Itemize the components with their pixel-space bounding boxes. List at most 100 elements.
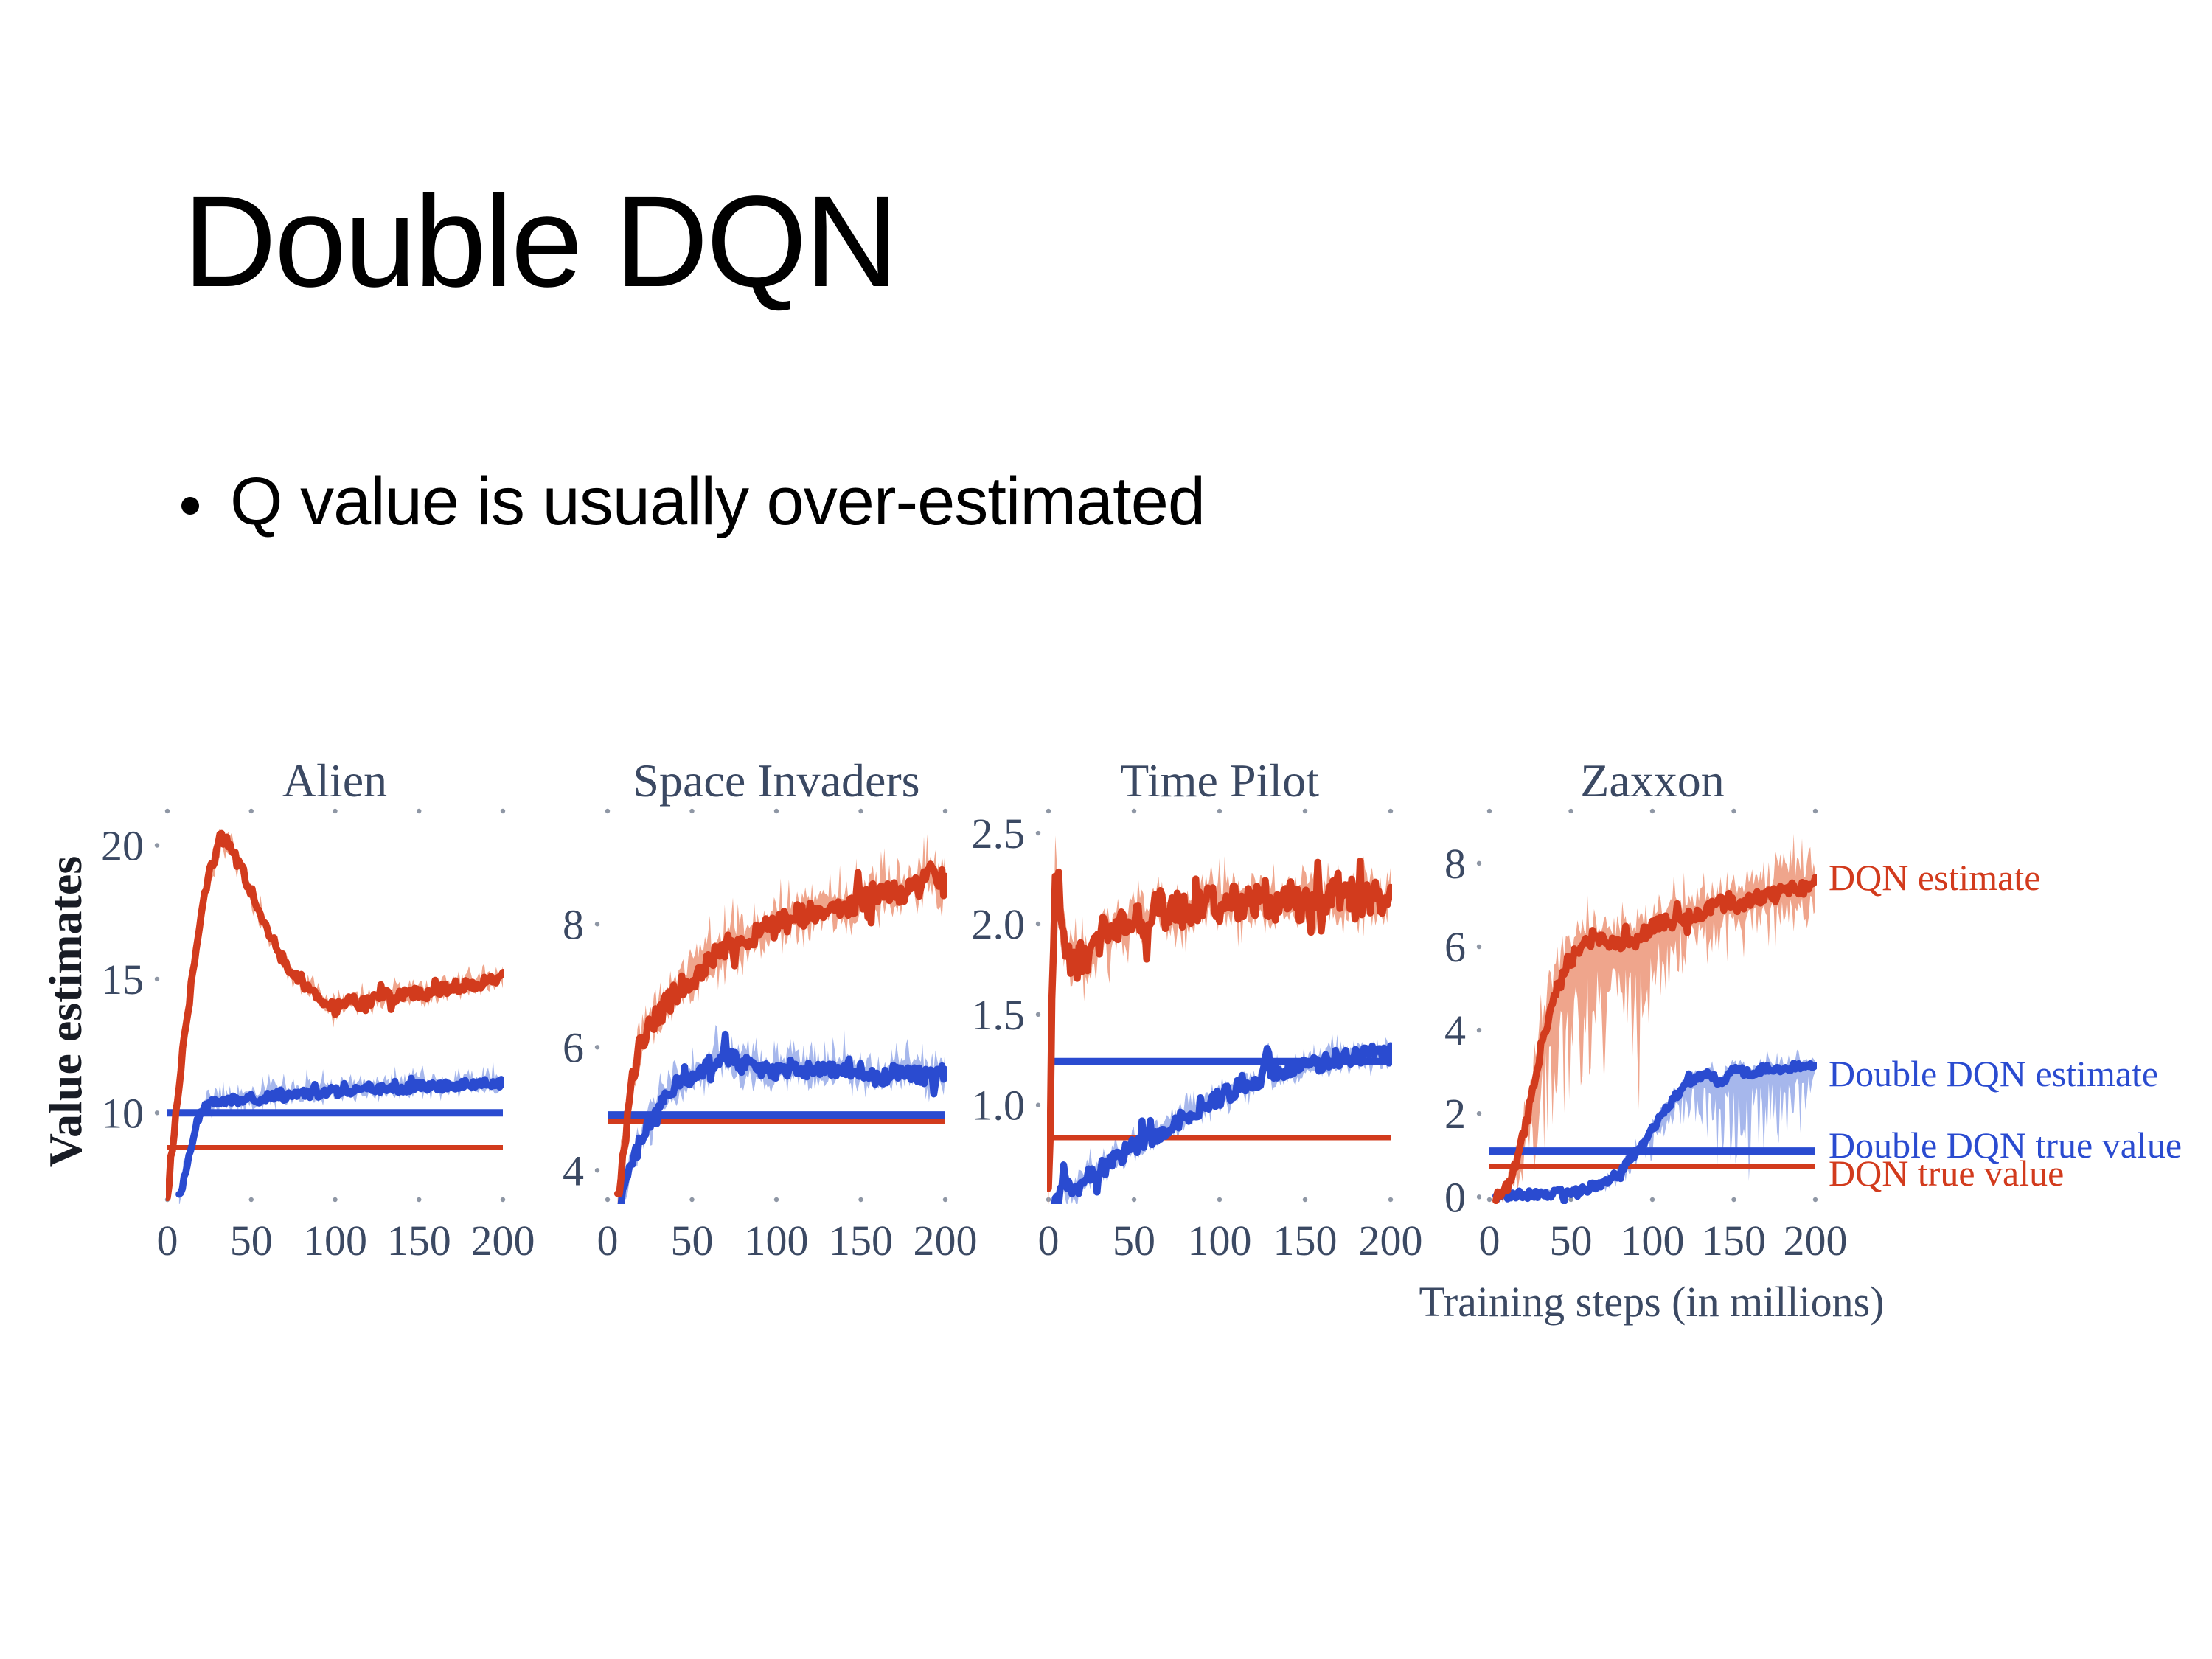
tick-dot [333,808,338,814]
x-tick-label: 150 [1273,1217,1338,1265]
y-tick-label: 8 [1444,840,1466,888]
double-dqn-estimate-curve [175,1074,504,1198]
y-tick-label: 4 [1444,1006,1466,1054]
tick-dot [1568,808,1573,814]
y-tick-label: 8 [563,900,584,948]
x-tick-label: 0 [1479,1217,1500,1265]
tick-dot [1302,1197,1308,1203]
x-tick-label: 100 [1188,1217,1252,1265]
legend-dqn-estimate: DQN estimate [1829,857,2041,898]
tick-dot [594,922,600,927]
x-tick-label: 200 [1359,1217,1423,1265]
y-tick-label: 1.0 [972,1082,1026,1130]
tick-dot [1731,808,1736,814]
tick-dot [417,1197,422,1203]
plot-area [166,828,504,1204]
tick-dot [1476,944,1482,950]
tick-dot [1486,1197,1492,1203]
tick-dot [858,1197,863,1203]
dqn-estimate-curve [1492,874,1817,1204]
y-tick-label: 0 [1444,1173,1466,1221]
tick-dot [1476,860,1482,866]
chart-title-space-invaders: Space Invaders [633,754,920,807]
x-axis-label: Training steps (in millions) [1419,1278,1885,1326]
x-tick-label: 150 [387,1217,451,1265]
chart-title-alien: Alien [282,754,388,807]
y-tick-label: 1.5 [972,991,1026,1039]
tick-dot [1649,808,1655,814]
tick-dot [1131,1197,1137,1203]
tick-dot [1812,1197,1818,1203]
y-tick-label: 4 [563,1147,584,1194]
x-tick-label: 0 [157,1217,178,1265]
chart-title-zaxxon: Zaxxon [1580,754,1725,807]
tick-dot [689,808,695,814]
x-tick-label: 50 [230,1217,273,1265]
y-tick-label: 6 [1444,923,1466,971]
x-tick-label: 100 [745,1217,809,1265]
dqn-band [617,834,945,1204]
double-dqn-estimate-curve [1492,1060,1817,1204]
y-tick-label: 20 [101,822,144,870]
x-tick-label: 200 [914,1217,978,1265]
plot-area [608,834,947,1204]
tick-dot [858,808,863,814]
double-dqn-estimate-curve [617,1030,947,1204]
tick-dot [1731,1197,1736,1203]
y-tick-label: 15 [101,956,144,1004]
y-tick-label: 2 [1444,1090,1466,1138]
tick-dot [154,1110,160,1116]
y-tick-label: 2.5 [972,810,1026,858]
tick-dot [248,1197,254,1203]
y-tick-label: 10 [101,1089,144,1137]
tick-dot [417,808,422,814]
dqn-estimate-curve [1047,858,1392,1192]
tick-dot [1568,1197,1573,1203]
x-tick-label: 0 [597,1217,619,1265]
bullet-icon [181,497,199,515]
tick-dot [1476,1027,1482,1033]
legend-double-dqn-estimate: Double DQN estimate [1829,1053,2159,1094]
legend-double-dqn-true-value: Double DQN true value [1829,1124,2183,1166]
tick-dot [1388,1197,1394,1203]
x-tick-label: 200 [1784,1217,1848,1265]
tick-dot [500,1197,506,1203]
x-tick-label: 100 [303,1217,367,1265]
tick-dot [1476,1111,1482,1116]
tick-dot [594,1045,600,1050]
bullet-text: Q value is usually over-estimated [230,464,1206,539]
tick-dot [773,1197,779,1203]
tick-dot [1046,808,1051,814]
legend-dqn-true-value: DQN true value [1829,1152,2065,1194]
plot-area [1489,833,1817,1204]
x-tick-label: 100 [1621,1217,1685,1265]
tick-dot [1131,808,1137,814]
y-tick-label: 2.0 [972,900,1026,948]
tick-dot [605,808,611,814]
dqn-estimate-curve [166,830,504,1202]
chart-title-time-pilot: Time Pilot [1120,754,1319,807]
x-tick-label: 50 [1550,1217,1593,1265]
tick-dot [1217,1197,1222,1203]
tick-dot [1812,808,1818,814]
x-tick-label: 50 [671,1217,714,1265]
tick-dot [1649,1197,1655,1203]
tick-dot [942,808,948,814]
double-dqn-estimate-curve [1051,1042,1392,1204]
double-dqn-band [178,1060,503,1204]
tick-dot [1476,1194,1482,1200]
dqn-estimate-curve [613,860,947,1198]
tick-dot [1035,1012,1041,1018]
y-tick-label: 6 [563,1023,584,1071]
tick-dot [1302,808,1308,814]
tick-dot [500,808,506,814]
dqn-band [1495,833,1815,1204]
tick-dot [1388,808,1394,814]
tick-dot [333,1197,338,1203]
x-tick-label: 0 [1038,1217,1060,1265]
tick-dot [942,1197,948,1203]
tick-dot [689,1197,695,1203]
tick-dot [154,843,160,848]
x-tick-label: 50 [1113,1217,1155,1265]
